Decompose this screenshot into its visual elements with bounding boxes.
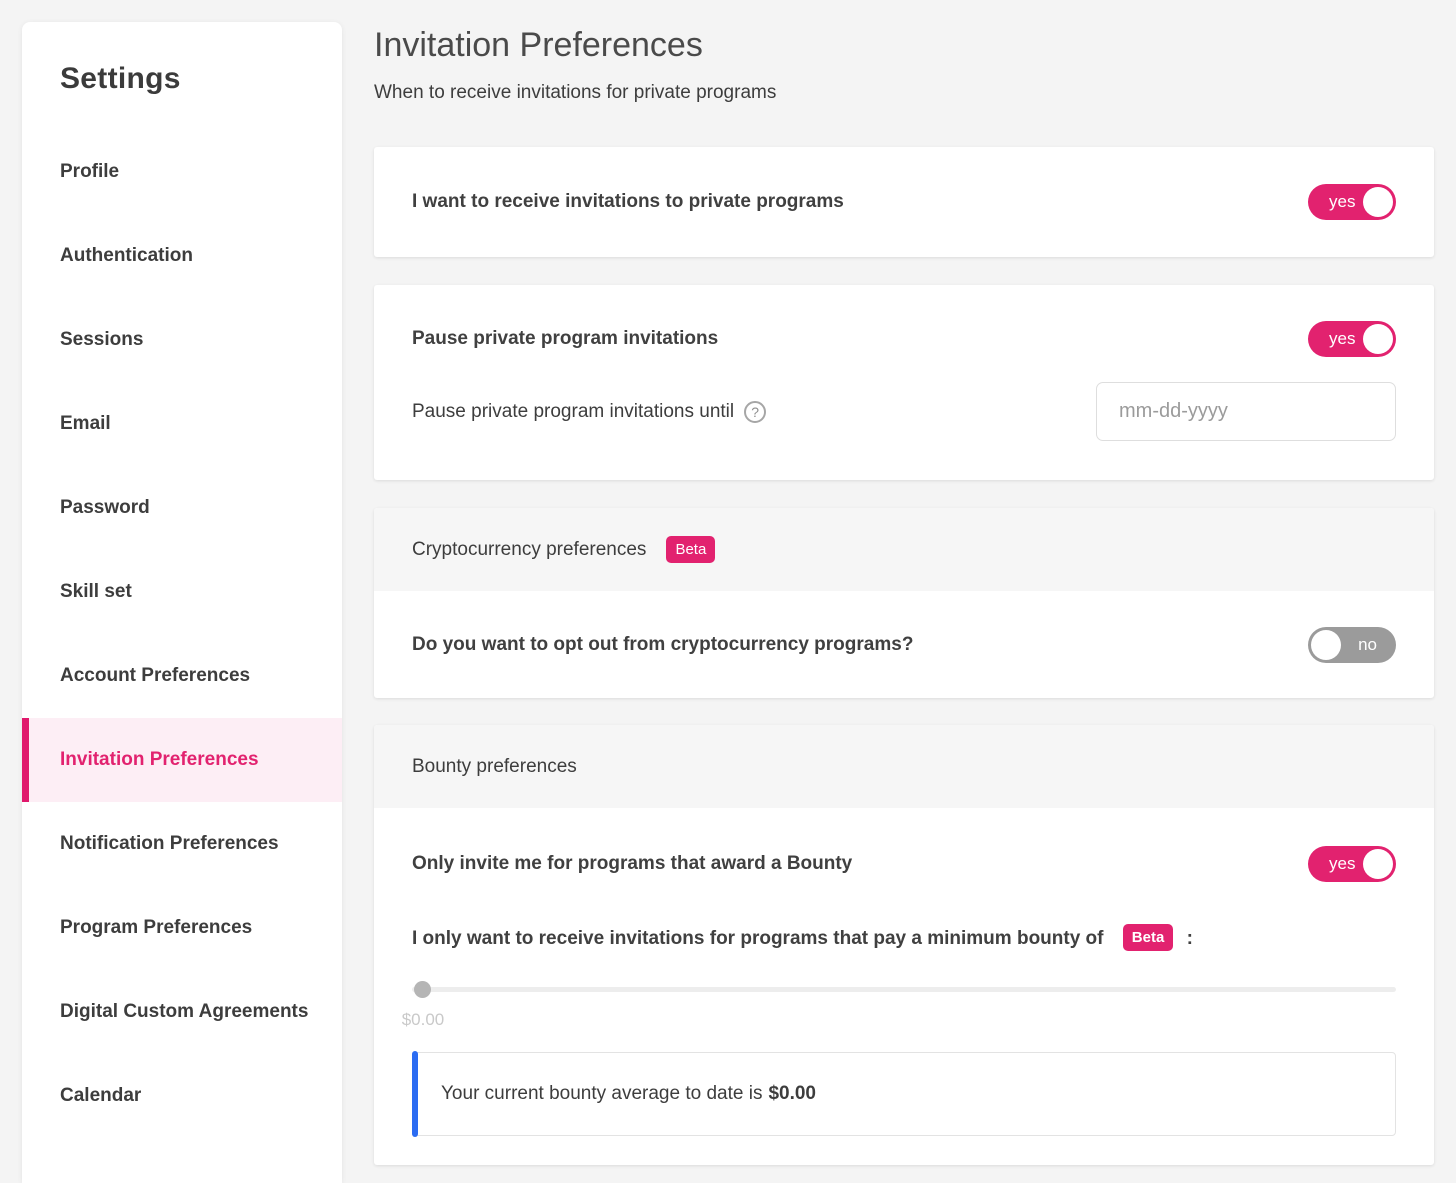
- bounty-preferences-card: Bounty preferences Only invite me for pr…: [374, 725, 1434, 1165]
- minimum-bounty-label: I only want to receive invitations for p…: [412, 928, 1104, 949]
- award-bounty-toggle[interactable]: yes: [1308, 846, 1396, 882]
- bounty-average-info-box: Your current bounty average to date is $…: [412, 1051, 1396, 1137]
- toggle-knob: [1363, 187, 1393, 217]
- bounty-header-label: Bounty preferences: [412, 755, 577, 777]
- sidebar-item-program-preferences[interactable]: Program Preferences: [60, 917, 253, 938]
- sidebar-item-invitation-preferences[interactable]: Invitation Preferences: [22, 718, 342, 802]
- settings-nav: Profile Authentication Sessions Email Pa…: [22, 130, 342, 1138]
- toggle-knob: [1311, 629, 1341, 660]
- toggle-state-label: no: [1358, 634, 1377, 654]
- cryptocurrency-header-label: Cryptocurrency preferences: [412, 538, 647, 560]
- bounty-average-label: Your current bounty average to date is: [441, 1083, 763, 1104]
- sidebar-item-sessions[interactable]: Sessions: [60, 329, 144, 350]
- help-icon[interactable]: ?: [744, 400, 767, 423]
- sidebar-item-calendar[interactable]: Calendar: [60, 1085, 142, 1106]
- toggle-state-label: yes: [1329, 329, 1356, 348]
- pause-invitations-label: Pause private program invitations: [412, 328, 719, 349]
- minimum-bounty-slider[interactable]: [412, 981, 1396, 998]
- bounty-card-header: Bounty preferences: [374, 725, 1434, 808]
- receive-invitations-toggle[interactable]: yes: [1308, 184, 1396, 220]
- slider-value: $0.00: [401, 1010, 445, 1029]
- sidebar-item-skill-set[interactable]: Skill set: [60, 581, 132, 602]
- settings-sidebar: Settings Profile Authentication Sessions…: [22, 22, 342, 1183]
- sidebar-item-profile[interactable]: Profile: [60, 161, 120, 182]
- crypto-opt-out-toggle[interactable]: no: [1308, 626, 1396, 663]
- beta-badge: Beta: [666, 536, 716, 563]
- sidebar-item-email[interactable]: Email: [60, 413, 111, 434]
- slider-handle[interactable]: [414, 981, 431, 998]
- cryptocurrency-preferences-card: Cryptocurrency preferences Beta Do you w…: [374, 508, 1434, 698]
- sidebar-item-notification-preferences[interactable]: Notification Preferences: [60, 833, 279, 854]
- info-accent-bar: [412, 1051, 418, 1137]
- minimum-bounty-label-row: I only want to receive invitations for p…: [412, 924, 1396, 951]
- award-bounty-label: Only invite me for programs that award a…: [412, 853, 853, 874]
- receive-invitations-card: I want to receive invitations to private…: [374, 147, 1434, 257]
- bounty-average-value: $0.00: [768, 1083, 816, 1104]
- page-title: Invitation Preferences: [374, 26, 703, 64]
- toggle-state-label: yes: [1329, 854, 1356, 873]
- sidebar-title: Settings: [60, 62, 181, 95]
- sidebar-item-digital-custom-agreements[interactable]: Digital Custom Agreements: [60, 1001, 309, 1022]
- page-subtitle: When to receive invitations for private …: [374, 82, 777, 103]
- beta-badge: Beta: [1122, 924, 1174, 951]
- receive-invitations-label: I want to receive invitations to private…: [412, 191, 844, 212]
- minimum-bounty-colon: :: [1186, 928, 1193, 949]
- cryptocurrency-card-header: Cryptocurrency preferences Beta: [374, 508, 1434, 591]
- toggle-knob: [1363, 324, 1393, 354]
- pause-until-label: Pause private program invitations until: [412, 400, 735, 422]
- sidebar-item-authentication[interactable]: Authentication: [60, 245, 193, 266]
- toggle-knob: [1363, 849, 1393, 879]
- invitation-preferences-page: Invitation Preferences When to receive i…: [374, 0, 1434, 1183]
- sidebar-item-password[interactable]: Password: [60, 497, 150, 518]
- crypto-opt-out-label: Do you want to opt out from cryptocurren…: [412, 633, 914, 655]
- pause-invitations-card: Pause private program invitations yes Pa…: [374, 285, 1434, 480]
- toggle-state-label: yes: [1329, 192, 1356, 211]
- pause-until-date-input[interactable]: [1096, 382, 1396, 441]
- sidebar-item-account-preferences[interactable]: Account Preferences: [60, 665, 251, 686]
- pause-invitations-toggle[interactable]: yes: [1308, 321, 1396, 357]
- slider-track[interactable]: [412, 987, 1396, 992]
